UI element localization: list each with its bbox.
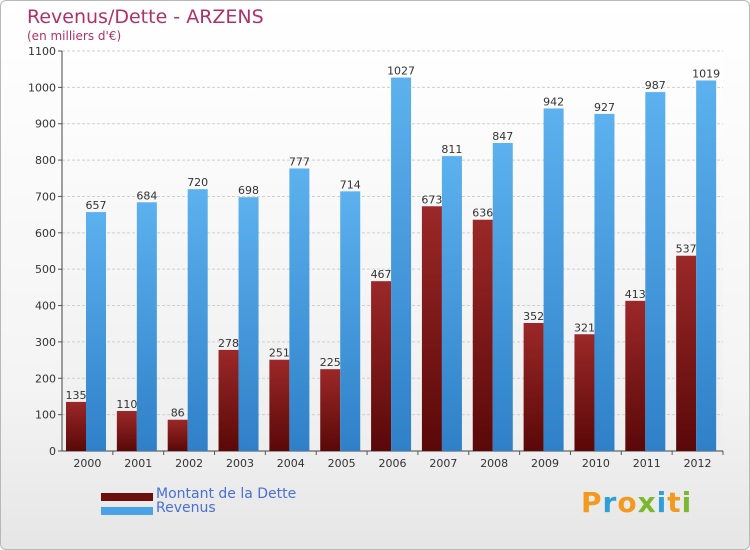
bar-revenus [696, 80, 717, 452]
logo-letter: o [617, 486, 638, 519]
bar-dette [472, 219, 493, 451]
legend-label-revenus: Revenus [156, 500, 216, 516]
y-tick-label: 600 [35, 227, 56, 240]
legend-label-dette: Montant de la Dette [156, 486, 297, 502]
data-label-revenus: 942 [543, 95, 564, 108]
y-tick-label: 0 [49, 445, 56, 458]
x-tick-label: 2002 [175, 457, 203, 470]
bar-revenus [594, 113, 615, 451]
data-label-dette: 636 [472, 207, 493, 220]
data-label-revenus: 777 [289, 155, 310, 168]
data-label-dette: 467 [371, 268, 392, 281]
data-label-revenus: 684 [136, 189, 157, 202]
x-tick-label: 2008 [480, 457, 508, 470]
bar-revenus [645, 92, 666, 451]
data-label-dette: 251 [269, 347, 290, 360]
bar-revenus [86, 212, 106, 451]
bar-revenus [441, 156, 462, 451]
y-tick-label: 800 [35, 154, 56, 167]
chart-subtitle: (en milliers d'€) [27, 29, 122, 43]
y-tick-label: 500 [35, 263, 56, 276]
bar-revenus [238, 197, 259, 451]
legend-swatch-dette [101, 493, 153, 501]
data-label-dette: 110 [116, 398, 137, 411]
data-label-dette: 673 [421, 193, 442, 206]
y-tick-label: 900 [35, 118, 56, 131]
data-label-dette: 321 [574, 321, 595, 334]
logo-letter: r [602, 486, 618, 519]
bar-revenus [136, 202, 157, 451]
logo-letter: t [667, 486, 682, 519]
x-tick-label: 2011 [633, 457, 661, 470]
y-tick-label: 700 [35, 190, 56, 203]
data-label-dette: 86 [171, 407, 185, 420]
data-label-dette: 135 [66, 389, 87, 402]
y-tick-label: 1100 [28, 45, 56, 58]
data-label-dette: 537 [676, 243, 697, 256]
bar-revenus [340, 191, 361, 451]
bar-dette [66, 401, 86, 451]
logo-letter: P [581, 486, 603, 519]
x-tick-label: 2004 [277, 457, 305, 470]
data-label-revenus: 1019 [692, 67, 720, 80]
data-label-dette: 278 [218, 337, 239, 350]
x-tick-label: 2007 [429, 457, 457, 470]
bar-revenus [543, 108, 564, 452]
bar-dette [269, 359, 290, 451]
y-tick-label: 100 [35, 409, 56, 422]
bar-dette [116, 411, 137, 451]
bar-dette [574, 334, 595, 451]
y-tick-label: 200 [35, 372, 56, 385]
data-label-revenus: 657 [86, 199, 107, 212]
x-tick-label: 2005 [328, 457, 356, 470]
x-tick-label: 2012 [684, 457, 712, 470]
bar-dette [676, 255, 697, 451]
data-label-revenus: 811 [441, 143, 462, 156]
data-label-revenus: 1027 [387, 65, 415, 78]
bar-dette [523, 323, 544, 451]
bar-dette [167, 419, 188, 451]
logo-letter: i [681, 486, 693, 519]
bar-dette [421, 206, 442, 451]
bar-dette [320, 369, 341, 451]
data-label-dette: 225 [320, 356, 341, 369]
x-tick-label: 2003 [226, 457, 254, 470]
data-label-dette: 413 [625, 288, 646, 301]
legend-swatch-revenus [101, 507, 153, 515]
data-label-revenus: 987 [645, 79, 666, 92]
y-tick-label: 1000 [28, 81, 56, 94]
bar-dette [371, 281, 392, 451]
bar-revenus [289, 168, 310, 452]
x-tick-label: 2001 [124, 457, 152, 470]
data-label-revenus: 847 [492, 130, 513, 143]
chart-title: Revenus/Dette - ARZENS [27, 6, 264, 28]
y-tick-label: 300 [35, 336, 56, 349]
logo-letter: x [637, 486, 657, 519]
bar-dette [625, 300, 646, 451]
bar-dette [218, 349, 239, 451]
x-tick-label: 2000 [73, 457, 101, 470]
bar-revenus [187, 189, 208, 451]
data-label-revenus: 720 [187, 176, 208, 189]
y-tick-label: 400 [35, 300, 56, 313]
bar-revenus [492, 143, 513, 451]
data-label-dette: 352 [523, 310, 544, 323]
proxiti-logo: Proxiti [581, 486, 692, 519]
data-label-revenus: 698 [238, 184, 259, 197]
bar-revenus [391, 77, 412, 451]
logo-letter: i [656, 486, 668, 519]
x-tick-label: 2009 [531, 457, 559, 470]
data-label-revenus: 714 [340, 178, 361, 191]
x-tick-label: 2010 [582, 457, 610, 470]
x-tick-label: 2006 [379, 457, 407, 470]
data-label-revenus: 927 [594, 101, 615, 114]
